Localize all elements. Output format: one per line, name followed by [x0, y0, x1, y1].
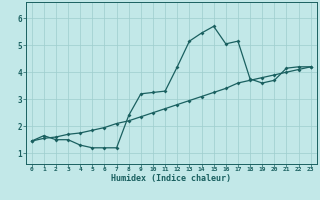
X-axis label: Humidex (Indice chaleur): Humidex (Indice chaleur): [111, 174, 231, 183]
